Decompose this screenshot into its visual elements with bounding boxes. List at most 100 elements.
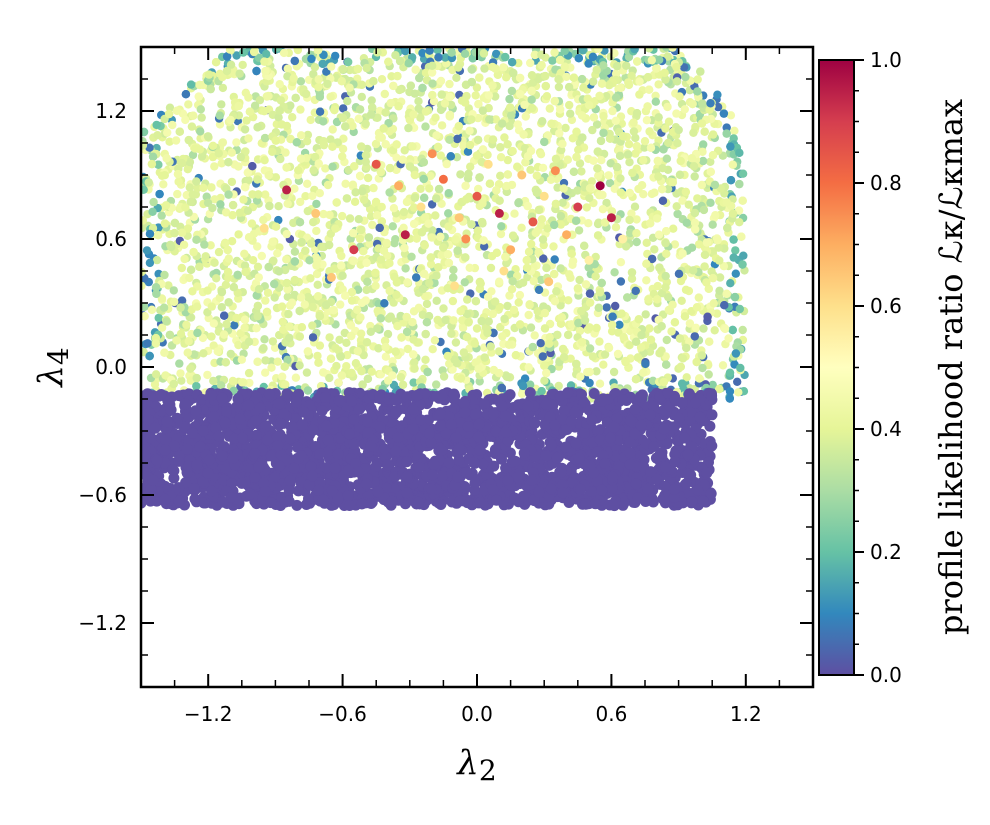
scatter-point [534, 205, 544, 215]
scatter-point [431, 211, 440, 220]
scatter-point [443, 284, 452, 293]
scatter-point [410, 170, 420, 180]
scatter-point [419, 158, 428, 167]
scatter-point [312, 226, 321, 236]
scatter-point [244, 368, 254, 378]
scatter-point [232, 313, 241, 323]
scatter-point [432, 271, 441, 280]
scatter-point [363, 173, 373, 183]
scatter-point [556, 220, 566, 229]
scatter-point [625, 215, 634, 225]
scatter-point [287, 298, 297, 307]
scatter-point [216, 200, 225, 209]
scatter-point [286, 101, 295, 110]
scatter-point [644, 295, 653, 304]
scatter-point [668, 178, 677, 187]
scatter-point [495, 196, 504, 205]
scatter-point [363, 277, 372, 286]
scatter-point [449, 316, 458, 325]
scatter-point [420, 213, 430, 222]
scatter-point [192, 373, 201, 383]
scatter-point [698, 156, 708, 166]
scatter-point [398, 155, 407, 164]
scatter-point [422, 299, 432, 309]
scatter-point [344, 57, 353, 67]
scatter-point [483, 328, 492, 337]
scatter-point [578, 47, 587, 55]
scatter-point [195, 80, 204, 90]
scatter-point [486, 342, 495, 351]
scatter-point [640, 137, 650, 146]
scatter-point [400, 243, 409, 253]
scatter-point [685, 319, 695, 328]
scatter-point [404, 123, 413, 133]
scatter-point [706, 198, 715, 207]
scatter-point [632, 215, 641, 224]
scatter-point [702, 238, 712, 247]
scatter-point [631, 375, 641, 384]
scatter-point [314, 75, 323, 84]
scatter-point [475, 277, 485, 287]
scatter-point [217, 100, 226, 109]
scatter-point [391, 347, 400, 356]
scatter-point [698, 363, 707, 373]
scatter-point [610, 268, 619, 277]
scatter-point [658, 164, 667, 173]
scatter-point [328, 142, 337, 151]
scatter-point [243, 206, 253, 215]
scatter-point [348, 228, 358, 238]
scatter-point [517, 389, 527, 398]
scatter-point [627, 268, 637, 277]
scatter-point [173, 189, 182, 199]
scatter-point [528, 342, 537, 352]
scatter-point [579, 83, 588, 92]
scatter-point [610, 184, 619, 193]
scatter-point [713, 236, 722, 245]
scatter-point [213, 347, 222, 356]
scatter-point [492, 49, 501, 59]
scatter-point [147, 305, 157, 314]
scatter-point [170, 218, 180, 228]
scatter-point [418, 83, 427, 93]
scatter-point [302, 137, 312, 146]
scatter-point [550, 297, 560, 306]
scatter-point [319, 117, 328, 126]
scatter-point [554, 75, 563, 84]
scatter-point [240, 315, 250, 324]
scatter-point [689, 128, 698, 137]
scatter-point [690, 218, 700, 227]
scatter-point [645, 127, 654, 136]
scatter-point [152, 255, 162, 265]
scatter-point [515, 89, 525, 99]
scatter-point [432, 296, 441, 305]
scatter-point [628, 168, 637, 178]
scatter-point [720, 301, 729, 310]
scatter-point [269, 256, 278, 265]
scatter-point [354, 114, 363, 124]
scatter-point [283, 199, 292, 208]
scatter-point [604, 343, 614, 353]
scatter-point [361, 151, 371, 160]
scatter-point [357, 80, 366, 90]
scatter-point [245, 378, 254, 388]
scatter-point [456, 307, 465, 316]
scatter-point [699, 140, 708, 149]
scatter-point [645, 347, 655, 356]
scatter-point [427, 68, 437, 77]
scatter-point [323, 79, 332, 89]
scatter-point [594, 47, 603, 53]
scatter-point [593, 164, 602, 173]
scatter-point [235, 208, 244, 217]
scatter-point [616, 174, 625, 183]
scatter-point [715, 384, 724, 394]
scatter-point [454, 122, 463, 131]
scatter-point [182, 320, 191, 329]
scatter-point [271, 222, 281, 231]
scatter-point [206, 84, 215, 94]
scatter-point [382, 238, 391, 248]
scatter-point [402, 312, 411, 322]
scatter-point [595, 379, 605, 388]
scatter-point [729, 253, 738, 262]
scatter-point [541, 81, 550, 91]
scatter-point [662, 335, 671, 345]
